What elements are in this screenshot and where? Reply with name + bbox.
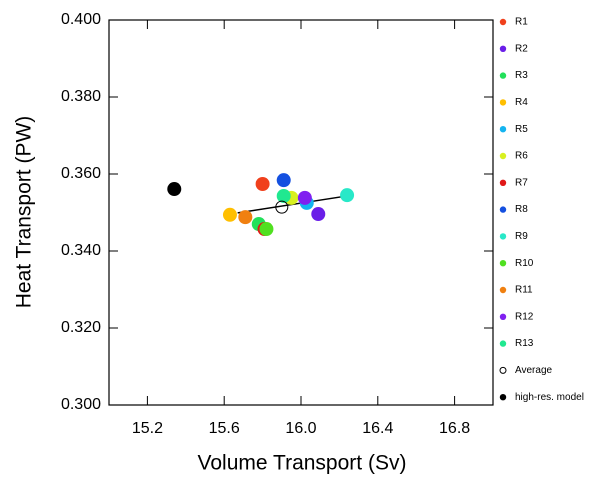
plot-frame	[108, 19, 494, 406]
point	[297, 190, 312, 205]
x-tick-label: 16.0	[285, 420, 316, 437]
x-tick-label: 15.2	[132, 420, 163, 437]
legend-marker	[499, 233, 507, 240]
legend-marker	[499, 99, 507, 106]
legend-label: R3	[515, 70, 528, 81]
point	[259, 222, 274, 237]
legend-label: R10	[515, 258, 534, 269]
legend-marker	[499, 152, 507, 160]
legend-marker	[499, 126, 507, 133]
point	[255, 177, 270, 192]
legend-marker	[499, 45, 507, 52]
x-tick-label: 15.6	[209, 420, 240, 437]
legend-marker	[499, 72, 507, 79]
y-tick-label: 0.400	[61, 11, 101, 28]
legend-marker	[499, 179, 507, 186]
point	[275, 200, 289, 214]
point	[222, 207, 237, 222]
legend-label: R8	[515, 204, 528, 215]
legend-label: R9	[515, 231, 528, 242]
point	[238, 210, 253, 225]
point	[276, 188, 291, 203]
legend-label: R7	[515, 177, 528, 188]
x-tick-label: 16.4	[362, 420, 393, 437]
legend-label: high-res. model	[515, 392, 584, 403]
x-axis-title: Volume Transport (Sv)	[198, 452, 407, 475]
legend-marker	[499, 313, 507, 320]
point	[167, 182, 182, 197]
legend-marker	[499, 340, 507, 347]
y-tick-label: 0.300	[61, 396, 101, 413]
legend-marker	[499, 366, 507, 374]
x-tick-label: 16.8	[439, 420, 470, 437]
point	[340, 188, 355, 203]
y-tick-label: 0.380	[61, 88, 101, 105]
y-axis-title: Heat Transport (PW)	[13, 116, 36, 309]
y-tick-label: 0.340	[61, 242, 101, 259]
point	[276, 173, 291, 188]
legend-label: R13	[515, 338, 534, 349]
legend-marker	[499, 286, 507, 294]
legend-marker	[499, 260, 507, 267]
point	[311, 207, 326, 222]
legend-marker	[499, 18, 507, 26]
legend-label: R4	[515, 97, 528, 108]
legend-label: R2	[515, 43, 528, 54]
y-tick-label: 0.360	[61, 165, 101, 182]
legend-marker	[499, 394, 507, 401]
legend-label: R6	[515, 151, 528, 162]
legend-label: R1	[515, 17, 528, 28]
legend-marker	[499, 206, 507, 213]
legend-label: Average	[515, 365, 553, 376]
legend-label: R11	[515, 285, 533, 296]
legend-label: R12	[515, 311, 534, 322]
y-tick-label: 0.320	[61, 319, 101, 336]
legend-label: R5	[515, 124, 528, 135]
